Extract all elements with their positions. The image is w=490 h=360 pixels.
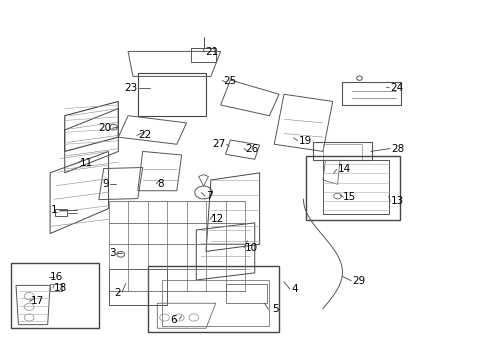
Text: 16: 16: [50, 272, 63, 282]
Text: 18: 18: [54, 283, 67, 293]
Bar: [55, 209, 67, 216]
Text: 7: 7: [206, 191, 213, 201]
Text: 26: 26: [245, 144, 258, 154]
Text: 15: 15: [343, 192, 356, 202]
Text: 2: 2: [114, 288, 121, 297]
Text: 21: 21: [205, 47, 219, 57]
Text: 13: 13: [391, 197, 404, 206]
Text: 12: 12: [211, 214, 224, 224]
Text: 20: 20: [98, 123, 111, 133]
Bar: [50, 284, 62, 291]
Bar: [306, 156, 400, 220]
Text: 28: 28: [391, 144, 404, 154]
Text: 23: 23: [124, 83, 138, 93]
Bar: [11, 263, 99, 328]
Bar: [313, 143, 372, 160]
Bar: [192, 48, 216, 62]
Text: 25: 25: [223, 76, 236, 86]
Text: 6: 6: [170, 315, 177, 325]
Text: 3: 3: [109, 248, 116, 258]
Text: 5: 5: [272, 304, 278, 314]
Text: 11: 11: [79, 158, 93, 168]
Text: 4: 4: [291, 284, 298, 294]
Text: 14: 14: [338, 164, 351, 174]
Text: 24: 24: [390, 83, 403, 93]
Text: 17: 17: [30, 296, 44, 306]
Text: 9: 9: [102, 179, 109, 189]
Text: 1: 1: [51, 205, 57, 215]
Text: 8: 8: [157, 179, 164, 189]
Text: 29: 29: [352, 276, 366, 286]
Bar: [343, 82, 401, 105]
Text: 10: 10: [245, 243, 258, 253]
Bar: [147, 266, 279, 332]
Text: 22: 22: [138, 130, 151, 140]
Bar: [225, 284, 267, 303]
Text: 27: 27: [212, 139, 225, 149]
Text: 19: 19: [298, 136, 312, 146]
